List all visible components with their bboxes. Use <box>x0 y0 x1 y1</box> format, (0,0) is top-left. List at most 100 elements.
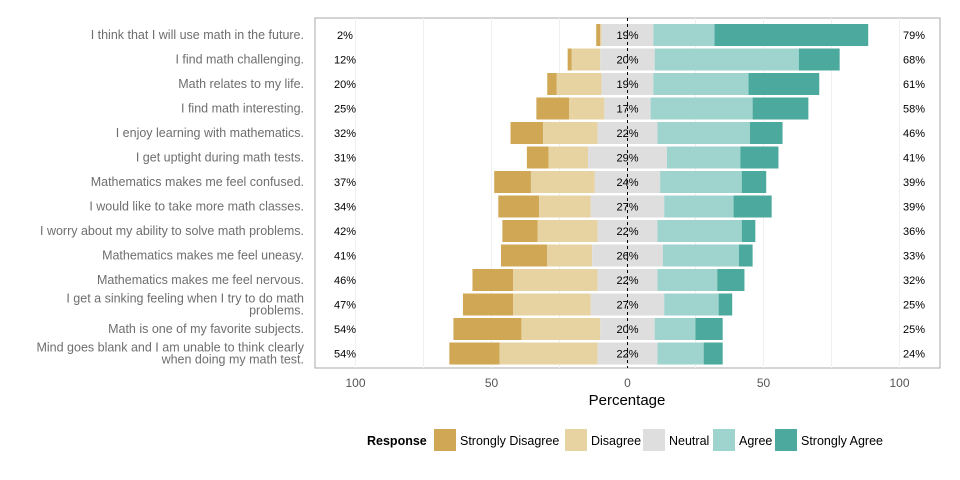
right-percentage: 58% <box>903 104 925 116</box>
category-label: Mathematics makes me feel uneasy. <box>102 249 304 263</box>
right-percentage: 33% <box>903 251 925 263</box>
bar-disagree <box>600 24 602 46</box>
bar-strongly-disagree <box>502 220 538 242</box>
bar-agree <box>664 195 734 218</box>
bar-disagree <box>556 73 602 95</box>
neutral-percentage: 22% <box>616 275 638 287</box>
bar-strongly-agree <box>798 48 840 71</box>
bar-agree <box>650 97 753 120</box>
left-percentage: 47% <box>334 300 356 312</box>
right-percentage: 61% <box>903 79 925 91</box>
neutral-percentage: 24% <box>616 177 638 189</box>
bar-neutral <box>597 269 658 291</box>
neutral-percentage: 26% <box>616 251 638 263</box>
bar-strongly-disagree <box>449 342 500 365</box>
legend-label: Strongly Disagree <box>460 434 559 448</box>
category-label: I get uptight during math tests. <box>136 151 304 165</box>
legend-swatch-agree <box>713 429 735 451</box>
left-percentage: 34% <box>334 202 356 214</box>
x-tick-label: 0 <box>624 376 631 390</box>
x-tick-label: 50 <box>757 376 771 390</box>
bar-disagree <box>513 269 598 291</box>
bar-strongly-agree <box>717 269 745 291</box>
bar-strongly-disagree <box>472 269 514 291</box>
category-label: Mathematics makes me feel nervous. <box>97 273 304 287</box>
category-label: I would like to take more math classes. <box>89 200 304 214</box>
bar-strongly-disagree <box>462 293 514 316</box>
bar-strongly-agree <box>703 342 723 365</box>
neutral-percentage: 19% <box>616 30 638 42</box>
left-percentage: 2% <box>337 30 353 42</box>
bar-disagree <box>543 122 598 144</box>
right-percentage: 41% <box>903 153 925 165</box>
bar-agree <box>657 220 742 242</box>
bar-disagree <box>547 244 593 267</box>
neutral-percentage: 22% <box>616 128 638 140</box>
bar-strongly-agree <box>741 171 767 193</box>
category-label: I worry about my ability to solve math p… <box>40 224 304 238</box>
bar-strongly-agree <box>740 146 779 169</box>
bar-neutral <box>590 293 665 316</box>
bar-strongly-agree <box>739 244 753 267</box>
bar-disagree <box>537 220 598 242</box>
bar-strongly-disagree <box>536 97 570 120</box>
left-percentage: 54% <box>334 349 356 361</box>
bar-strongly-disagree <box>567 48 572 71</box>
right-percentage: 36% <box>903 226 925 238</box>
right-percentage: 79% <box>903 30 925 42</box>
right-percentage: 25% <box>903 324 925 336</box>
bar-agree <box>662 244 740 267</box>
category-label: I find math interesting. <box>181 102 304 116</box>
bar-disagree <box>571 48 601 71</box>
bar-neutral <box>601 24 654 46</box>
legend-label: Agree <box>739 434 772 448</box>
left-percentage: 46% <box>334 275 356 287</box>
bar-disagree <box>539 195 591 218</box>
x-axis: 100 50 0 50 100 <box>345 376 909 390</box>
category-label: I think that I will use math in the futu… <box>91 28 304 42</box>
bar-neutral <box>600 318 655 340</box>
bar-neutral <box>597 342 658 365</box>
x-tick-label: 100 <box>889 376 909 390</box>
legend-swatch-disagree <box>565 429 587 451</box>
bar-agree <box>653 73 749 95</box>
bar-strongly-disagree <box>501 244 548 267</box>
bar-agree <box>660 171 742 193</box>
bar-disagree <box>569 97 605 120</box>
bar-agree <box>654 48 799 71</box>
category-label: Mathematics makes me feel confused. <box>91 175 304 189</box>
left-percentage: 37% <box>334 177 356 189</box>
bar-agree <box>664 293 719 316</box>
bar-neutral <box>600 48 655 71</box>
bar-strongly-disagree <box>510 122 544 144</box>
left-percentage: 54% <box>334 324 356 336</box>
neutral-percentage: 20% <box>616 324 638 336</box>
bar-disagree <box>548 146 589 169</box>
legend-swatch-strongly-disagree <box>434 429 456 451</box>
bar-strongly-disagree <box>494 171 531 193</box>
bars <box>449 24 869 365</box>
right-percentage: 68% <box>903 55 925 67</box>
right-percentage: 32% <box>903 275 925 287</box>
neutral-percentage: 17% <box>616 104 638 116</box>
left-percentage: 20% <box>334 79 356 91</box>
bar-agree <box>657 269 718 291</box>
legend-swatch-neutral <box>643 429 665 451</box>
bar-disagree <box>530 171 595 193</box>
neutral-percentage: 20% <box>616 55 638 67</box>
legend: Response Strongly Disagree Disagree Neutra… <box>367 429 883 451</box>
bar-disagree <box>499 342 598 365</box>
bar-strongly-agree <box>714 24 869 46</box>
right-percentage: 25% <box>903 300 925 312</box>
bar-strongly-agree <box>741 220 756 242</box>
right-percentage: 24% <box>903 349 925 361</box>
bar-neutral <box>592 244 663 267</box>
bar-agree <box>657 342 704 365</box>
category-label: when doing my math test. <box>161 353 304 367</box>
bar-disagree <box>513 293 591 316</box>
percentage-labels: 2% 19% 79% 12% 20% 68% 20% 19% 61% 25% 17% 58% 32% 22… <box>334 30 925 361</box>
category-labels: I think that I will use math in the futu… <box>36 28 304 367</box>
bar-strongly-disagree <box>453 318 522 340</box>
right-percentage: 39% <box>903 202 925 214</box>
